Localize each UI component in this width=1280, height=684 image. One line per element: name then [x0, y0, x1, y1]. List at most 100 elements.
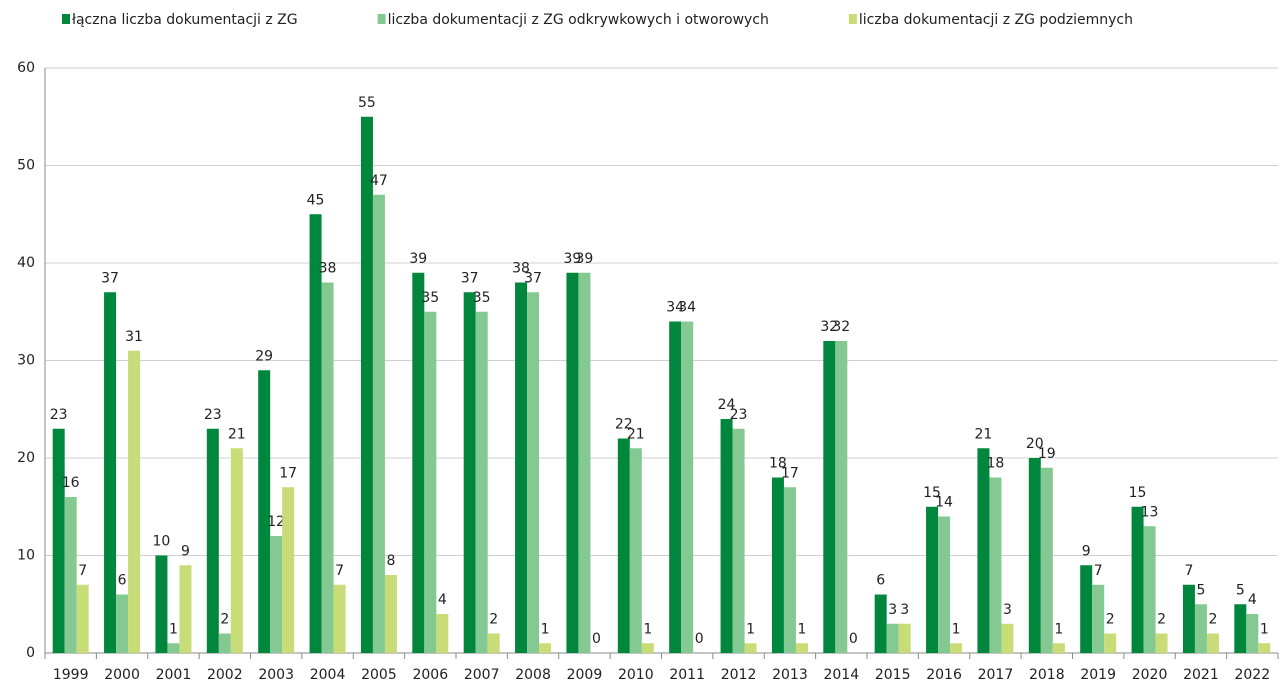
data-label: 2 [1106, 612, 1115, 628]
bar [515, 282, 528, 653]
bar [76, 584, 89, 653]
x-tick-label: 2002 [207, 667, 243, 683]
data-label: 21 [627, 426, 645, 442]
bar [641, 643, 654, 653]
data-label: 24 [718, 397, 736, 413]
data-label: 32 [832, 319, 850, 335]
bar [823, 341, 836, 653]
y-tick-label: 10 [17, 548, 35, 564]
x-tick-label: 2017 [978, 667, 1014, 683]
bar [1194, 604, 1207, 653]
data-label: 7 [1094, 563, 1103, 579]
bar [977, 448, 990, 653]
data-label: 38 [319, 261, 337, 277]
bar [795, 643, 808, 653]
bar [333, 584, 346, 653]
data-label: 35 [421, 290, 439, 306]
data-label: 19 [1038, 446, 1056, 462]
data-label: 17 [279, 465, 297, 481]
x-tick-label: 1999 [53, 667, 89, 683]
data-label: 4 [438, 592, 447, 608]
data-label: 39 [564, 251, 582, 267]
x-tick-label: 2015 [875, 667, 911, 683]
bar [617, 438, 630, 653]
bar [104, 292, 117, 653]
x-tick-label: 2004 [310, 667, 346, 683]
data-label: 37 [461, 270, 479, 286]
bar [1258, 643, 1271, 653]
data-label: 3 [900, 602, 909, 618]
bar [669, 321, 682, 653]
data-label: 17 [781, 465, 799, 481]
bar [886, 623, 899, 653]
bar [1155, 633, 1168, 653]
data-label: 2 [1208, 612, 1217, 628]
data-label: 6 [118, 573, 127, 589]
bar [155, 555, 168, 653]
data-label: 6 [876, 573, 885, 589]
data-label: 55 [358, 95, 376, 111]
x-tick-label: 2022 [1234, 667, 1270, 683]
data-label: 37 [524, 270, 542, 286]
bar [835, 341, 848, 653]
bar [475, 311, 488, 653]
bar [218, 633, 231, 653]
data-label: 16 [62, 475, 80, 491]
bar [436, 614, 449, 653]
bar [898, 623, 911, 653]
bar [938, 516, 951, 653]
bar [487, 633, 500, 653]
bar [732, 428, 745, 653]
data-label: 2 [1157, 612, 1166, 628]
x-tick-label: 2016 [926, 667, 962, 683]
data-label: 45 [307, 192, 325, 208]
bar [1001, 623, 1014, 653]
bar [116, 594, 129, 653]
bar [128, 350, 141, 653]
bar [282, 487, 295, 653]
data-label: 2 [220, 612, 229, 628]
data-label: 31 [125, 329, 143, 345]
data-label: 8 [386, 553, 395, 569]
bar [783, 487, 796, 653]
bar [1080, 565, 1093, 653]
bar [179, 565, 192, 653]
bar [539, 643, 552, 653]
bar [1206, 633, 1219, 653]
data-label: 47 [370, 173, 388, 189]
data-label: 0 [849, 631, 858, 647]
data-label: 23 [50, 407, 68, 423]
x-tick-label: 2005 [361, 667, 397, 683]
data-label: 2 [489, 612, 498, 628]
y-tick-label: 60 [17, 60, 35, 76]
bar [744, 643, 757, 653]
data-label: 18 [769, 456, 787, 472]
x-tick-label: 2006 [412, 667, 448, 683]
bar [1246, 614, 1259, 653]
y-tick-label: 50 [17, 158, 35, 174]
bar [270, 536, 283, 653]
data-label: 1 [169, 621, 178, 637]
data-label: 1 [746, 621, 755, 637]
bar [1092, 584, 1105, 653]
data-label: 38 [512, 261, 530, 277]
bar [527, 292, 540, 653]
bar [720, 419, 733, 653]
data-label: 12 [267, 514, 285, 530]
data-label: 7 [335, 563, 344, 579]
bar [1143, 526, 1156, 653]
bar [258, 370, 271, 653]
x-tick-label: 2020 [1132, 667, 1168, 683]
data-label: 39 [576, 251, 594, 267]
data-label: 23 [730, 407, 748, 423]
bar [1052, 643, 1065, 653]
bar [950, 643, 963, 653]
bar [64, 497, 77, 653]
bar [424, 311, 437, 653]
data-label: 15 [923, 485, 941, 501]
bar [681, 321, 694, 653]
data-label: 3 [1003, 602, 1012, 618]
y-tick-label: 40 [17, 255, 35, 271]
x-tick-label: 2008 [515, 667, 551, 683]
